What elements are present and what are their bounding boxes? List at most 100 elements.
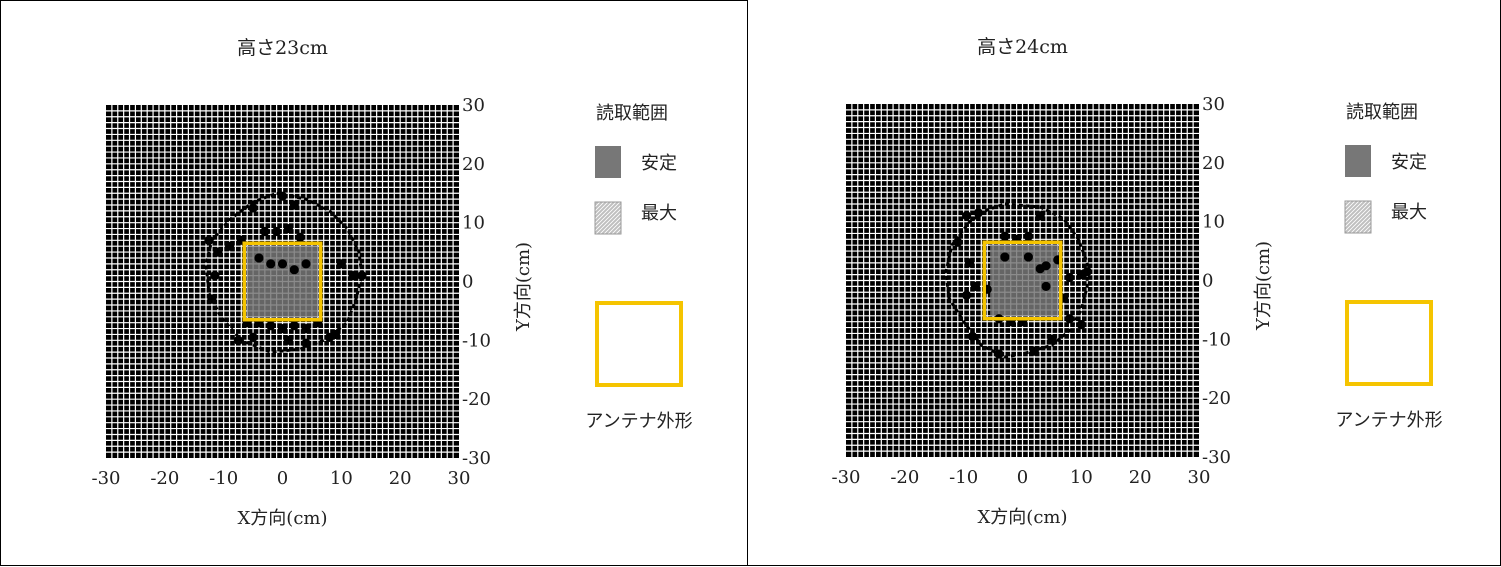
y-tick-label: 10 <box>462 213 485 234</box>
data-point <box>210 271 220 281</box>
data-point <box>962 211 972 221</box>
data-point <box>994 349 1004 359</box>
data-point <box>248 332 258 342</box>
y-tick-label: 20 <box>1202 153 1225 174</box>
x-tick-label: 30 <box>448 468 471 489</box>
y-tick-label: 0 <box>1202 271 1213 292</box>
x-tick-label: -20 <box>890 467 919 488</box>
chart-title: 高さ23cm <box>237 37 328 59</box>
data-point <box>289 265 299 275</box>
data-point <box>207 294 217 304</box>
x-tick-label: 20 <box>389 468 412 489</box>
x-axis-label: X方向(cm) <box>237 508 327 529</box>
data-point <box>964 258 975 268</box>
data-point <box>260 226 270 237</box>
data-point <box>277 323 288 334</box>
x-tick-label: 20 <box>1129 467 1152 488</box>
data-point <box>283 223 293 234</box>
legend-max-swatch <box>594 201 622 235</box>
data-point <box>348 271 358 281</box>
data-point <box>289 200 299 210</box>
data-point <box>1076 320 1086 330</box>
data-point <box>295 232 305 242</box>
legend-title: 読取範囲 <box>596 103 668 124</box>
x-tick-label: 10 <box>1070 467 1093 488</box>
legend-stable-swatch <box>1345 145 1371 177</box>
y-tick-label: -10 <box>1202 329 1231 350</box>
data-point <box>204 235 214 245</box>
data-point <box>336 259 346 269</box>
x-axis-label: X方向(cm) <box>977 507 1067 528</box>
x-tick-label: -20 <box>150 468 179 489</box>
data-point <box>233 335 243 345</box>
x-tick-label: 30 <box>1188 467 1211 488</box>
antenna-outline <box>982 240 1063 321</box>
data-point <box>1041 281 1051 291</box>
data-point <box>248 203 258 213</box>
data-point <box>1035 211 1045 221</box>
y-tick-label: -20 <box>1202 388 1231 409</box>
y-tick-label: -30 <box>462 448 491 469</box>
legend-stable-swatch <box>595 146 621 178</box>
y-tick-label: 30 <box>1202 94 1225 115</box>
y-axis-label: Y方向(cm) <box>513 242 534 332</box>
chart-svg-height-23: 高さ23cm -30 -20 -10 0 10 20 30 30 20 10 0 -10 -20 -30 X方… <box>92 37 693 529</box>
y-axis-label: Y方向(cm) <box>1253 241 1274 331</box>
data-point <box>301 323 311 334</box>
y-tick-label: 10 <box>1202 212 1225 233</box>
data-point <box>1041 261 1051 271</box>
data-point <box>1064 314 1075 324</box>
legend-max-swatch <box>1344 200 1372 234</box>
data-point <box>1023 231 1033 241</box>
data-point <box>301 259 311 269</box>
y-tick-label: -30 <box>1202 447 1231 468</box>
chart-panel-height-24: 高さ24cm -30 -20 -10 0 10 20 30 30 20 10 0 -10 -20 -30 X方… <box>747 0 1501 566</box>
data-point <box>289 321 299 331</box>
data-point <box>1023 252 1033 262</box>
data-point <box>283 335 293 345</box>
data-point <box>330 329 341 340</box>
data-point <box>254 253 264 263</box>
max-region-outline <box>944 202 1089 359</box>
y-tick-label: 20 <box>462 154 485 175</box>
data-point <box>277 191 288 201</box>
data-point <box>277 259 288 269</box>
y-tick-label: 30 <box>462 95 485 116</box>
legend-stable-label: 安定 <box>641 153 677 174</box>
legend-antenna-swatch <box>1345 300 1433 386</box>
y-tick-label: -20 <box>462 389 491 410</box>
x-tick-label: -30 <box>92 468 121 489</box>
data-point <box>1029 346 1039 356</box>
x-tick-label: -10 <box>949 467 978 488</box>
data-point <box>301 338 311 348</box>
x-tick-label: -10 <box>209 468 238 489</box>
legend-max-label: 最大 <box>1391 202 1427 223</box>
x-tick-label: 0 <box>277 468 288 489</box>
chart-panel-height-23: 高さ23cm -30 -20 -10 0 10 20 30 30 20 10 0 -10 -20 -30 X方… <box>0 0 748 566</box>
data-point <box>967 331 978 341</box>
x-tick-label: 0 <box>1017 467 1028 488</box>
data-point <box>973 208 983 218</box>
data-point <box>962 290 972 300</box>
y-tick-label: -10 <box>462 330 491 351</box>
chart-title: 高さ24cm <box>977 36 1068 58</box>
data-point <box>1000 231 1010 241</box>
data-point <box>1000 252 1010 262</box>
legend-max-label: 最大 <box>641 203 677 224</box>
legend-title: 読取範囲 <box>1346 102 1418 123</box>
data-point <box>266 259 276 269</box>
x-tick-label: -30 <box>832 467 861 488</box>
legend-antenna-label: アンテナ外形 <box>1335 410 1442 431</box>
data-point <box>1064 272 1075 283</box>
antenna-outline <box>242 241 323 322</box>
data-point <box>266 321 276 331</box>
data-point <box>224 241 235 251</box>
chart-svg-height-24: 高さ24cm -30 -20 -10 0 10 20 30 30 20 10 0 -10 -20 -30 X方… <box>832 36 1443 528</box>
legend-antenna-swatch <box>595 301 683 387</box>
data-point <box>953 237 963 247</box>
legend-stable-label: 安定 <box>1391 152 1427 173</box>
data-point <box>357 271 367 281</box>
data-point <box>1047 334 1057 344</box>
legend-antenna-label: アンテナ外形 <box>585 411 692 432</box>
y-tick-label: 0 <box>462 272 473 293</box>
